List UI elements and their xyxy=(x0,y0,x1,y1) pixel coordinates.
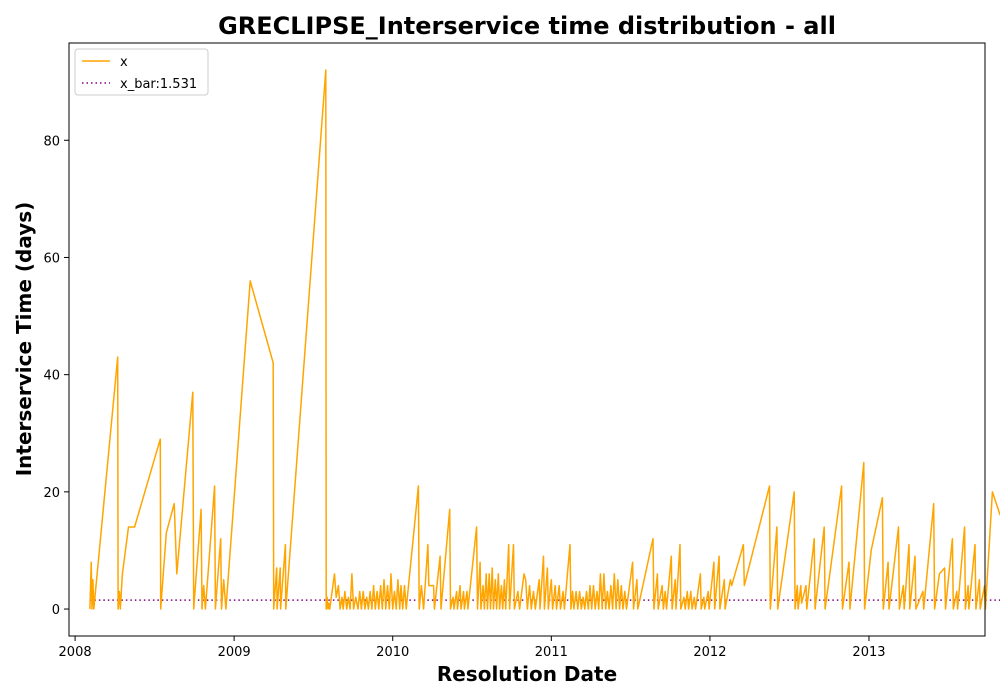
x-tick-label: 2008 xyxy=(59,645,92,660)
chart-title: GRECLIPSE_Interservice time distribution… xyxy=(218,12,836,40)
y-axis-label: Interservice Time (days) xyxy=(12,202,36,477)
x-tick-label: 2013 xyxy=(852,645,885,660)
legend-label-x-bar: x_bar:1.531 xyxy=(120,77,197,92)
series-line-x xyxy=(89,69,1000,610)
x-tick-label: 2009 xyxy=(218,645,251,660)
x-axis: 2008 2009 2010 2011 2012 2013 xyxy=(59,636,886,660)
series-layer xyxy=(89,69,1000,610)
plot-background xyxy=(69,43,985,636)
legend-label-x: x xyxy=(120,55,128,70)
y-tick-label: 0 xyxy=(52,603,60,618)
x-tick-label: 2011 xyxy=(535,645,568,660)
y-tick-label: 60 xyxy=(43,251,60,266)
x-tick-label: 2012 xyxy=(693,645,726,660)
y-tick-label: 40 xyxy=(43,369,60,384)
plot-frame xyxy=(68,42,986,637)
y-tick-label: 20 xyxy=(43,486,60,501)
plot-area xyxy=(68,42,1000,637)
legend: x x_bar:1.531 xyxy=(74,48,209,96)
y-tick-label: 80 xyxy=(43,134,60,149)
x-tick-label: 2010 xyxy=(376,645,409,660)
x-axis-label: Resolution Date xyxy=(437,662,617,686)
y-axis: 0 20 40 60 80 xyxy=(43,134,69,618)
